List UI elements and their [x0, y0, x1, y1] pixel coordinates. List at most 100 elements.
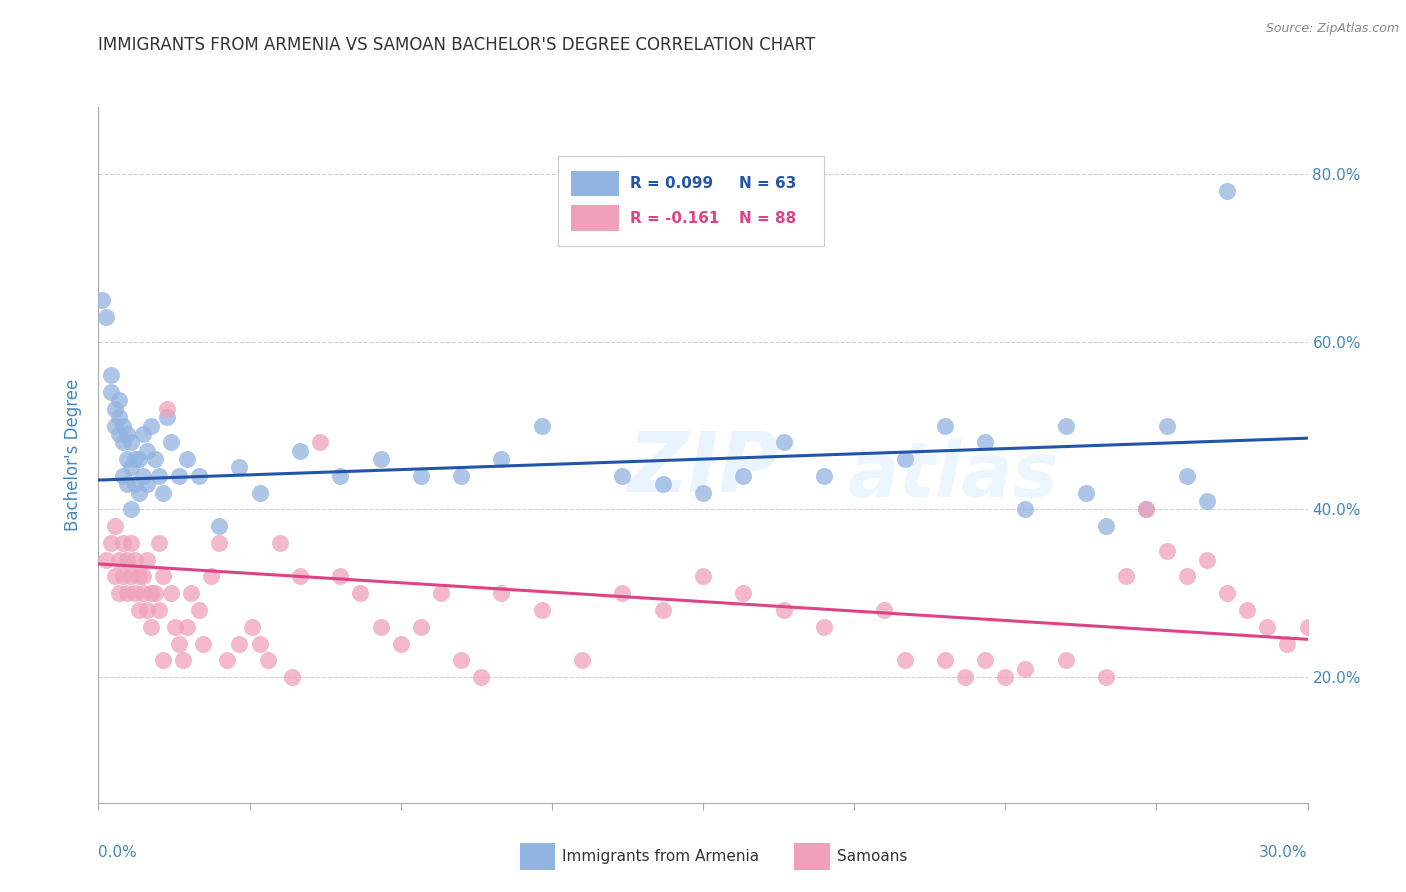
Bar — [571, 205, 619, 231]
Point — [160, 586, 183, 600]
Point — [111, 569, 134, 583]
Point — [135, 552, 157, 566]
Point — [430, 586, 453, 600]
Point — [692, 485, 714, 500]
Point — [974, 435, 997, 450]
Point — [156, 401, 179, 416]
Point — [111, 418, 134, 433]
Point — [1216, 184, 1239, 198]
Point — [152, 485, 174, 500]
Point — [1277, 636, 1299, 650]
Point — [934, 418, 956, 433]
Point — [733, 586, 755, 600]
Point — [107, 427, 129, 442]
Point — [115, 427, 138, 442]
Point — [115, 586, 138, 600]
Point — [208, 536, 231, 550]
Point — [269, 536, 291, 550]
Text: 30.0%: 30.0% — [1260, 845, 1308, 860]
Point — [1135, 502, 1157, 516]
Text: IMMIGRANTS FROM ARMENIA VS SAMOAN BACHELOR'S DEGREE CORRELATION CHART: IMMIGRANTS FROM ARMENIA VS SAMOAN BACHEL… — [98, 36, 815, 54]
Point — [288, 569, 311, 583]
Point — [1195, 494, 1218, 508]
Point — [240, 620, 263, 634]
Point — [128, 485, 150, 500]
Point — [934, 653, 956, 667]
Point — [1074, 485, 1097, 500]
Y-axis label: Bachelor's Degree: Bachelor's Degree — [65, 379, 83, 531]
Point — [111, 468, 134, 483]
Point — [1175, 468, 1198, 483]
Text: N = 63: N = 63 — [738, 177, 796, 191]
Point — [132, 569, 155, 583]
Point — [1115, 569, 1137, 583]
Point — [120, 460, 142, 475]
Point — [612, 468, 634, 483]
Point — [193, 636, 215, 650]
Point — [651, 603, 673, 617]
Point — [370, 452, 392, 467]
Point — [96, 552, 118, 566]
Point — [389, 636, 412, 650]
Point — [370, 620, 392, 634]
Point — [530, 418, 553, 433]
Point — [128, 452, 150, 467]
Point — [163, 620, 186, 634]
Point — [152, 569, 174, 583]
Point — [139, 586, 162, 600]
Point — [103, 519, 125, 533]
Point — [135, 603, 157, 617]
Point — [111, 435, 134, 450]
Point — [148, 468, 170, 483]
Text: atlas: atlas — [848, 439, 1059, 513]
Point — [288, 443, 311, 458]
Point — [148, 603, 170, 617]
Point — [107, 410, 129, 425]
Point — [124, 452, 146, 467]
Point — [281, 670, 304, 684]
Point — [120, 569, 142, 583]
Point — [893, 653, 915, 667]
Point — [813, 620, 835, 634]
Point — [249, 636, 271, 650]
Point — [571, 653, 593, 667]
Point — [115, 552, 138, 566]
Point — [1156, 544, 1178, 558]
Point — [1256, 620, 1278, 634]
Point — [228, 636, 250, 650]
Point — [208, 519, 231, 533]
Point — [188, 468, 211, 483]
Point — [893, 452, 915, 467]
Point — [1095, 519, 1118, 533]
Point — [974, 653, 997, 667]
Point — [120, 435, 142, 450]
Point — [1156, 418, 1178, 433]
Point — [96, 310, 118, 324]
Point — [409, 468, 432, 483]
Point — [309, 435, 332, 450]
Point — [200, 569, 222, 583]
Point — [228, 460, 250, 475]
Point — [813, 468, 835, 483]
Point — [107, 552, 129, 566]
Point — [1236, 603, 1258, 617]
Point — [651, 477, 673, 491]
Point — [172, 653, 194, 667]
Point — [167, 636, 190, 650]
Text: Source: ZipAtlas.com: Source: ZipAtlas.com — [1265, 22, 1399, 36]
Point — [772, 435, 794, 450]
Point — [160, 435, 183, 450]
Point — [143, 586, 166, 600]
Point — [132, 427, 155, 442]
Point — [349, 586, 371, 600]
Point — [132, 468, 155, 483]
Point — [873, 603, 896, 617]
Point — [176, 452, 198, 467]
Point — [612, 586, 634, 600]
Point — [103, 418, 125, 433]
Point — [176, 620, 198, 634]
Point — [120, 536, 142, 550]
Point — [132, 586, 155, 600]
Point — [953, 670, 976, 684]
Point — [733, 468, 755, 483]
